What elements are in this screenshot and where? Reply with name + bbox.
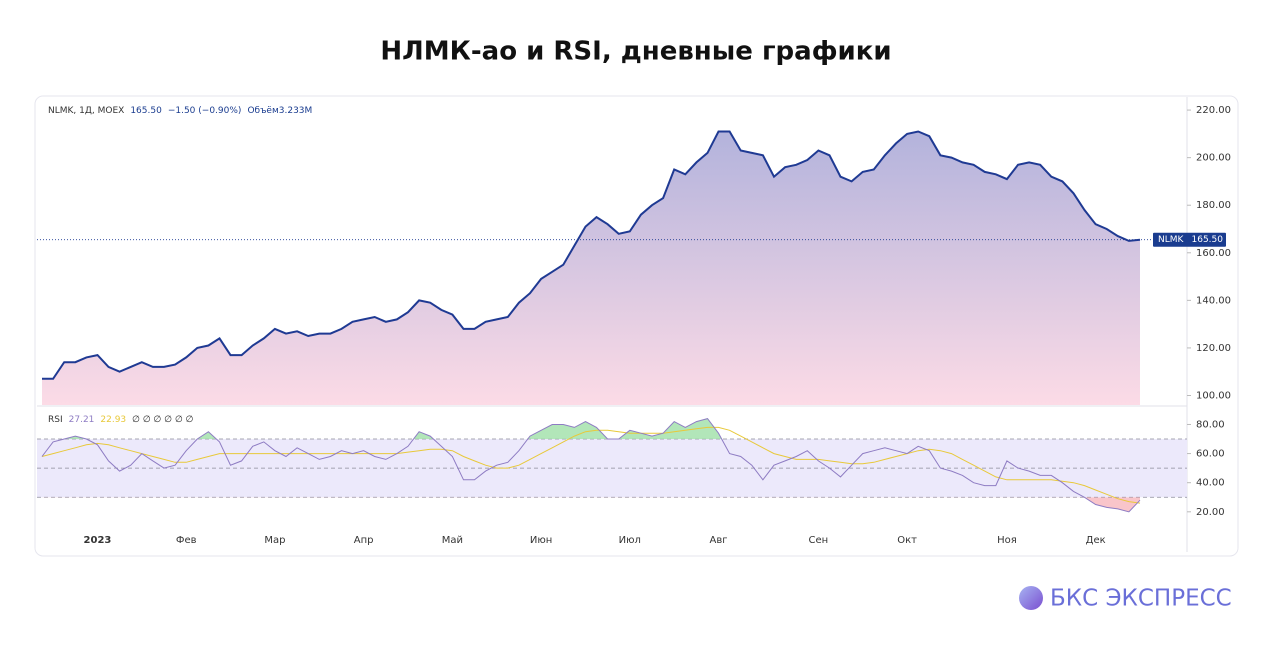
legend-item: RSI [48,415,63,425]
x-tick-label: Авг [710,535,728,546]
legend-item: 165.50 [130,106,162,116]
brand-logo [1019,586,1043,610]
price-tag-value: 165.50 [1192,235,1224,245]
x-tick-label: Апр [354,535,374,546]
y-tick-label: 80.00 [1196,419,1225,430]
price-tag-name: NLMK [1158,235,1185,245]
x-tick-label: Дек [1086,535,1106,546]
legend-item: NLMK, 1Д, MOEX [48,106,124,116]
page-title: НЛМК-ао и RSI, дневные графики [380,37,891,67]
x-tick-label: 2023 [84,535,112,546]
x-tick-label: Май [442,535,463,546]
x-tick-label: Июл [619,535,641,546]
price-pane: 100.00 120.00 140.00 160.00 180.00 200.00 220.… [37,105,1231,405]
y-tick-label: 100.00 [1196,390,1231,401]
x-tick-label: Окт [897,535,917,546]
y-tick-label: 20.00 [1196,507,1225,518]
x-tick-label: Фев [176,535,197,546]
legend-item: Объём3.233M [247,106,312,116]
y-tick-label: 40.00 [1196,478,1225,489]
legend-item: ∅ ∅ ∅ ∅ ∅ ∅ [132,415,193,425]
y-tick-label: 60.00 [1196,449,1225,460]
y-tick-label: 120.00 [1196,343,1231,354]
legend-item: −1.50 (−0.90%) [168,106,242,116]
rsi-line [41,418,1141,513]
x-tick-label: Сен [809,535,829,546]
y-tick-label: 180.00 [1196,200,1231,211]
price-area [42,131,1140,405]
legend-item: 27.21 [69,415,95,425]
y-tick-label: 160.00 [1196,248,1231,259]
overbought-fill [42,418,1140,440]
y-tick-label: 200.00 [1196,153,1231,164]
brand-name: БКС ЭКСПРЕСС [1050,586,1232,612]
rsi-pane: 20.00 40.00 60.00 80.00 RSI 27.21 22.93 ∅ ∅ ∅ ∅… [37,415,1225,546]
x-tick-label: Мар [264,535,285,546]
y-tick-label: 220.00 [1196,105,1231,116]
price-tag [1153,232,1226,247]
x-tick-label: Июн [530,535,552,546]
y-tick-label: 140.00 [1196,295,1231,306]
legend: RSI 27.21 22.93 ∅ ∅ ∅ ∅ ∅ ∅ [48,415,194,425]
price-line [42,130,1141,380]
legend: NLMK, 1Д, MOEX 165.50 −1.50 (−0.90%) Объём3… [48,106,312,116]
legend-item: 22.93 [100,415,126,425]
x-tick-label: Ноя [997,535,1017,546]
